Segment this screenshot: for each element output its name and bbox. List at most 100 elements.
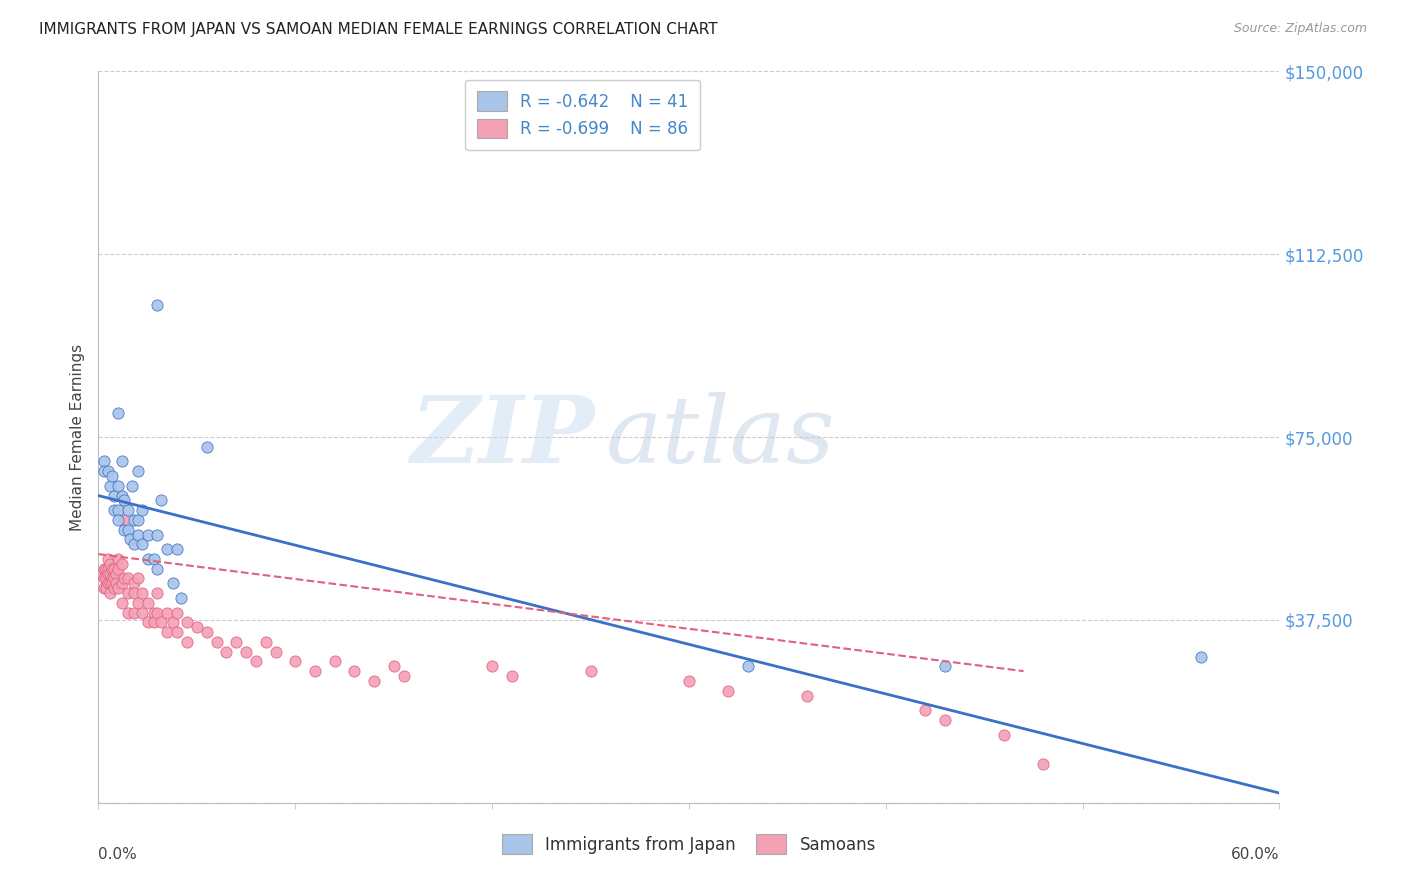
Text: 0.0%: 0.0% <box>98 847 138 862</box>
Text: IMMIGRANTS FROM JAPAN VS SAMOAN MEDIAN FEMALE EARNINGS CORRELATION CHART: IMMIGRANTS FROM JAPAN VS SAMOAN MEDIAN F… <box>39 22 718 37</box>
Point <box>127 513 149 527</box>
Text: atlas: atlas <box>606 392 835 482</box>
Point <box>98 557 121 571</box>
Point <box>176 635 198 649</box>
Legend: Immigrants from Japan, Samoans: Immigrants from Japan, Samoans <box>495 828 883 860</box>
Point <box>205 635 228 649</box>
Point <box>103 581 125 595</box>
Point <box>1189 649 1212 664</box>
Point <box>142 606 165 620</box>
Point <box>105 566 128 581</box>
Point <box>117 606 139 620</box>
Text: Source: ZipAtlas.com: Source: ZipAtlas.com <box>1233 22 1367 36</box>
Point <box>117 523 139 537</box>
Point <box>103 562 125 576</box>
Point <box>166 625 188 640</box>
Point <box>215 645 238 659</box>
Point <box>98 576 121 591</box>
Point <box>117 586 139 600</box>
Point <box>101 576 124 591</box>
Point <box>97 464 120 478</box>
Point <box>934 713 956 727</box>
Point <box>323 654 346 668</box>
Point <box>392 669 415 683</box>
Point <box>111 596 134 610</box>
Point <box>93 572 115 586</box>
Point <box>111 489 134 503</box>
Y-axis label: Median Female Earnings: Median Female Earnings <box>70 343 86 531</box>
Point <box>117 572 139 586</box>
Point <box>146 586 169 600</box>
Point <box>93 464 115 478</box>
Point <box>93 562 115 576</box>
Point <box>122 513 145 527</box>
Point <box>136 615 159 630</box>
Point <box>112 523 135 537</box>
Point <box>245 654 267 668</box>
Point <box>107 581 129 595</box>
Point <box>150 615 173 630</box>
Point <box>186 620 208 634</box>
Point <box>97 576 120 591</box>
Point <box>122 606 145 620</box>
Point <box>121 479 143 493</box>
Point <box>112 572 135 586</box>
Point <box>93 581 115 595</box>
Point <box>162 615 184 630</box>
Point <box>170 591 193 605</box>
Point <box>363 673 385 688</box>
Point <box>146 606 169 620</box>
Point <box>136 552 159 566</box>
Point <box>146 527 169 541</box>
Point <box>111 576 134 591</box>
Point <box>195 625 218 640</box>
Point <box>107 562 129 576</box>
Point <box>97 552 120 566</box>
Point <box>142 552 165 566</box>
Text: ZIP: ZIP <box>411 392 595 482</box>
Point <box>131 537 153 551</box>
Point <box>107 406 129 420</box>
Point <box>103 503 125 517</box>
Point <box>131 606 153 620</box>
Point <box>156 606 179 620</box>
Point <box>122 586 145 600</box>
Point <box>98 479 121 493</box>
Point <box>146 298 169 312</box>
Text: 60.0%: 60.0% <box>1232 847 1279 862</box>
Point <box>103 572 125 586</box>
Point <box>717 683 740 698</box>
Point <box>264 645 287 659</box>
Point <box>112 493 135 508</box>
Point <box>993 727 1015 741</box>
Point <box>91 566 114 581</box>
Point <box>914 703 936 717</box>
Point <box>1032 756 1054 771</box>
Point <box>101 572 124 586</box>
Point <box>98 566 121 581</box>
Point <box>501 669 523 683</box>
Point <box>103 489 125 503</box>
Point <box>166 606 188 620</box>
Point <box>118 533 141 547</box>
Point <box>96 562 118 576</box>
Point <box>225 635 247 649</box>
Point <box>136 527 159 541</box>
Point <box>111 454 134 468</box>
Point <box>112 513 135 527</box>
Point <box>131 503 153 517</box>
Point <box>146 562 169 576</box>
Point <box>382 659 405 673</box>
Point <box>136 596 159 610</box>
Point <box>176 615 198 630</box>
Point <box>101 469 124 483</box>
Point <box>97 566 120 581</box>
Point <box>304 664 326 678</box>
Point <box>481 659 503 673</box>
Point <box>162 576 184 591</box>
Point <box>579 664 602 678</box>
Point <box>93 454 115 468</box>
Point <box>343 664 366 678</box>
Point <box>117 503 139 517</box>
Point <box>737 659 759 673</box>
